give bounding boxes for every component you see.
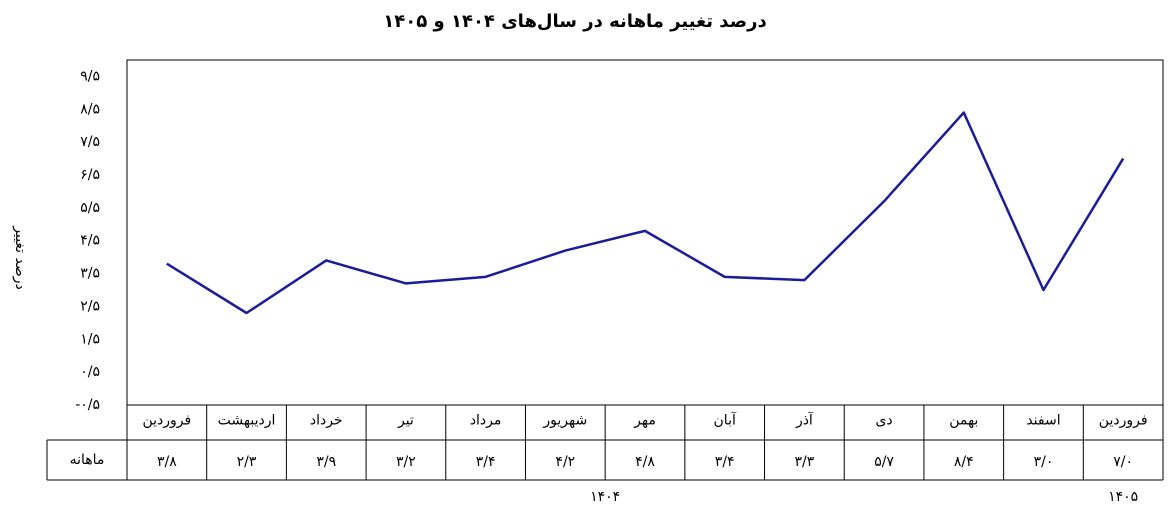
value-label: ۸/۴: [954, 454, 974, 470]
x-tick-label: دی: [875, 413, 892, 429]
value-label: ۵/۷: [874, 454, 894, 470]
x-tick-label: تیر: [397, 413, 414, 429]
y-tick-label: ۳/۵: [80, 266, 100, 282]
plot-frame: [126, 59, 1164, 406]
x-tick-label: مهر: [633, 413, 656, 429]
value-label: ۲/۳: [237, 454, 257, 470]
value-label: ۳/۴: [715, 454, 735, 470]
y-tick-label: ۰/۵: [80, 364, 100, 380]
value-label: ۳/۲: [396, 454, 416, 470]
y-tick-label: ۵/۵: [80, 200, 100, 216]
x-tick-label: فروردین: [142, 413, 191, 429]
x-tick-label: شهریور: [542, 413, 587, 429]
x-tick-label: اسفند: [1026, 413, 1060, 429]
y-tick-label: ۸/۵: [80, 101, 100, 117]
y-tick-label: -۰/۵: [75, 397, 100, 413]
y-axis-label: درصد تغییر: [12, 225, 28, 290]
value-label: ۳/۸: [157, 454, 177, 470]
y-tick-label: ۹/۵: [80, 68, 100, 84]
x-tick-label: خرداد: [310, 413, 343, 429]
y-tick-label: ۴/۵: [80, 233, 100, 249]
row-label: ماهانه: [70, 452, 105, 468]
group-label: ۱۴۰۴: [590, 489, 620, 505]
x-tick-label: فروردین: [1099, 413, 1148, 429]
value-label: ۴/۸: [635, 454, 655, 470]
x-tick-label: آبان: [714, 412, 737, 429]
value-label: ۳/۰: [1034, 454, 1054, 470]
value-label: ۳/۴: [476, 454, 496, 470]
value-label: ۷/۰: [1113, 454, 1133, 470]
chart-title: درصد تغییر ماهانه در سال‌های ۱۴۰۴ و ۱۴۰۵: [383, 11, 766, 32]
x-tick-label: مرداد: [470, 413, 502, 429]
value-label: ۴/۲: [555, 454, 575, 470]
x-tick-label: آذر: [795, 412, 814, 429]
data-line: [166, 111, 1125, 315]
group-label: ۱۴۰۵: [1108, 489, 1138, 505]
y-tick-label: ۱/۵: [80, 331, 100, 347]
x-tick-label: بهمن: [949, 413, 978, 429]
y-tick-label: ۲/۵: [80, 298, 100, 314]
value-label: ۳/۹: [316, 454, 336, 470]
x-tick-label: اردیبهشت: [218, 413, 276, 429]
value-label: ۳/۳: [795, 454, 815, 470]
y-tick-label: ۶/۵: [80, 167, 100, 183]
y-tick-label: ۷/۵: [80, 134, 100, 150]
